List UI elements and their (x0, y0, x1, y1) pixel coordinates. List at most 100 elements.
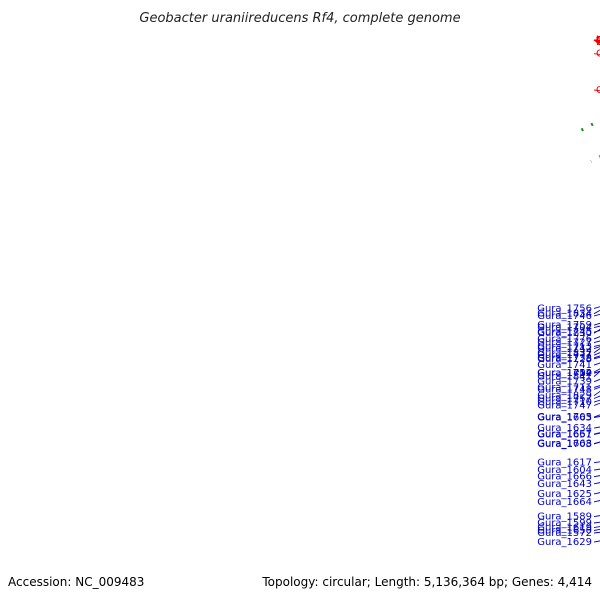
forward-gene-label[interactable]: Gura_1713 (537, 341, 592, 352)
forward-gene-label[interactable]: Gura_1625 (537, 489, 592, 500)
forward-gene-label[interactable]: Gura_1666 (537, 472, 592, 483)
reverse-gene-label[interactable]: Gura_1671 (596, 35, 600, 46)
reverse-gene-label[interactable]: Gura_1633 (596, 35, 600, 46)
forward-gene-label[interactable]: Gura_1599 (537, 518, 592, 529)
reverse-gene-label[interactable]: rpmF (596, 35, 600, 46)
reverse-gene-label[interactable]: Gura_1657 (596, 35, 600, 46)
reverse-gene-label[interactable]: secD (596, 35, 600, 46)
forward-gene-label[interactable]: Gura_1728 (537, 354, 592, 365)
reverse-gene-label[interactable]: Int (596, 35, 600, 46)
reverse-gene-label[interactable]: Gura_1764 (596, 35, 600, 46)
reverse-gene-label[interactable]: Gura_1729 (596, 35, 600, 46)
reverse-gene-label[interactable]: secF (596, 35, 600, 46)
reverse-gene-label[interactable]: Gura_1689 (596, 35, 600, 46)
forward-gene-label[interactable]: Gura_1745 (537, 327, 592, 338)
reverse-gene-label[interactable]: Gura_1707 (596, 35, 600, 46)
forward-gene-label[interactable]: Gura_1742 (537, 344, 592, 355)
forward-gene-label[interactable]: Gura_1617 (537, 458, 592, 469)
reverse-gene-label[interactable]: valS (596, 35, 600, 46)
forward-gene-label[interactable]: Gura_1747 (537, 401, 592, 412)
reverse-gene-label[interactable]: Gura_1679 (596, 35, 600, 46)
reverse-gene-label[interactable]: Gura_1631 (596, 35, 600, 46)
reverse-gene-label[interactable]: Gura_1716 (596, 35, 600, 46)
reverse-gene-label[interactable]: Gura_1842 (596, 35, 600, 46)
reverse-gene-label[interactable]: aroB (596, 35, 600, 46)
forward-gene-label[interactable]: Gura_1704 (537, 323, 592, 334)
reverse-gene-label[interactable]: Gura_1694 (596, 35, 600, 46)
forward-gene-label[interactable]: Gura_1703 (537, 439, 592, 450)
forward-gene-label[interactable]: Gura_1634 (537, 423, 592, 434)
reverse-gene-label[interactable]: Gura_1817 (596, 35, 600, 46)
forward-gene-label[interactable]: Gura_1841 (537, 372, 592, 383)
forward-gene-label[interactable]: Gura_1776 (537, 334, 592, 345)
reverse-gene-label[interactable]: Gura_1749 (596, 35, 600, 46)
forward-gene-label[interactable]: Gura_1629 (537, 537, 592, 548)
reverse-gene-label[interactable]: Gura_1732 (596, 35, 600, 46)
forward-gene-label[interactable]: Gura_1830 (537, 328, 592, 339)
reverse-gene-label[interactable]: Gura_1833 (596, 35, 600, 46)
forward-gene-label[interactable]: Gura_1651 (537, 429, 592, 440)
forward-gene-label[interactable]: Gura_1834 (537, 309, 592, 320)
reverse-gene-label[interactable]: Gura_1616 (596, 85, 600, 96)
reverse-gene-label[interactable]: mutL (596, 35, 600, 46)
reverse-gene-label[interactable]: Gura_1714 (596, 35, 600, 46)
reverse-gene-label[interactable]: Gura_1760 (596, 35, 600, 46)
reverse-gene-label[interactable]: Gura_1670 (596, 35, 600, 46)
reverse-gene-label[interactable]: pyrB (596, 35, 600, 46)
reverse-gene-label[interactable]: Gura_1843 (596, 35, 600, 46)
forward-gene-label[interactable]: Gura_1746 (537, 311, 592, 322)
reverse-gene-label[interactable]: Gura_1720 (596, 35, 600, 46)
forward-gene-label[interactable]: Gura_1664 (537, 497, 592, 508)
reverse-gene-label[interactable]: Gura_1737 (596, 35, 600, 46)
reverse-gene-label[interactable]: Gura_1731 (596, 35, 600, 46)
reverse-gene-label[interactable]: Gura_1736 (596, 35, 600, 46)
forward-gene-label[interactable]: Gura_1738 (537, 353, 592, 364)
reverse-gene-label[interactable]: Gura_1702 (596, 35, 600, 46)
reverse-gene-label[interactable]: Gura_1674 (596, 35, 600, 46)
reverse-gene-label[interactable]: Gura_1792 (596, 35, 600, 46)
forward-gene-label[interactable]: Gura_1712 (537, 368, 592, 379)
reverse-gene-label[interactable]: Gura_1661 (596, 35, 600, 46)
reverse-gene-label[interactable]: Gura_1788 (596, 35, 600, 46)
reverse-gene-label[interactable]: queA (596, 35, 600, 46)
forward-gene-label[interactable]: Gura_1643 (537, 479, 592, 490)
reverse-gene-label[interactable]: Gura_1762 (596, 35, 600, 46)
reverse-gene-label[interactable]: Gura_1672 (596, 35, 600, 46)
reverse-gene-label[interactable]: Gura_1735 (596, 35, 600, 46)
reverse-gene-label[interactable]: Gura_1660 (596, 35, 600, 46)
reverse-gene-label[interactable]: trpC (596, 35, 600, 46)
forward-gene-label[interactable]: Gura_1650 (537, 526, 592, 537)
reverse-gene-label[interactable]: greA (596, 35, 600, 46)
reverse-gene-label[interactable]: Gura_1685 (596, 35, 600, 46)
reverse-gene-label[interactable]: Gura_1692 (596, 35, 600, 46)
reverse-gene-label[interactable]: secA (596, 35, 600, 46)
reverse-gene-label[interactable]: Gura_1626 (596, 35, 600, 46)
reverse-gene-label[interactable]: Gura_1669 (596, 35, 600, 46)
forward-gene-label[interactable]: Gura_1727 (537, 338, 592, 349)
reverse-gene-label[interactable]: Gura_1676 (596, 35, 600, 46)
reverse-gene-label[interactable]: Gura_1811 (596, 35, 600, 46)
reverse-gene-label[interactable]: Gura_1725 (596, 35, 600, 46)
reverse-gene-label[interactable]: Gura_1638 (596, 35, 600, 46)
forward-gene-label[interactable]: Gura_1711 (537, 382, 592, 393)
reverse-gene-label[interactable]: Gura_1765 (596, 35, 600, 46)
reverse-gene-label[interactable]: Gura_1717 (596, 35, 600, 46)
reverse-gene-label[interactable]: Gura_1767 (596, 35, 600, 46)
forward-gene-label[interactable]: Gura_1741 (537, 360, 592, 371)
reverse-gene-label[interactable]: argI (596, 35, 600, 46)
forward-gene-label[interactable]: Gura_1667 (537, 429, 592, 440)
forward-gene-label[interactable]: Gura_1604 (537, 465, 592, 476)
forward-gene-label[interactable]: Gura_1589 (537, 512, 592, 523)
forward-gene-label[interactable]: Gura_1748 (537, 384, 592, 395)
reverse-gene-label[interactable]: Gura_1698 (596, 35, 600, 46)
reverse-gene-label[interactable]: Gura_1813 (596, 35, 600, 46)
forward-gene-label[interactable]: eno (573, 367, 592, 378)
reverse-gene-label[interactable]: Gura_1647 (596, 35, 600, 46)
reverse-gene-label[interactable]: Gura_1652 (596, 35, 600, 46)
forward-gene-label[interactable]: Gura_1572 (537, 528, 592, 539)
forward-gene-label[interactable]: Gura_1705 (537, 412, 592, 423)
forward-gene-label[interactable]: Gura_1754 (537, 368, 592, 379)
forward-gene-label[interactable]: Gura_1837 (537, 348, 592, 359)
reverse-gene-label[interactable]: Gura_1708 (596, 35, 600, 46)
reverse-gene-label[interactable]: Gura_1750 (596, 35, 600, 46)
